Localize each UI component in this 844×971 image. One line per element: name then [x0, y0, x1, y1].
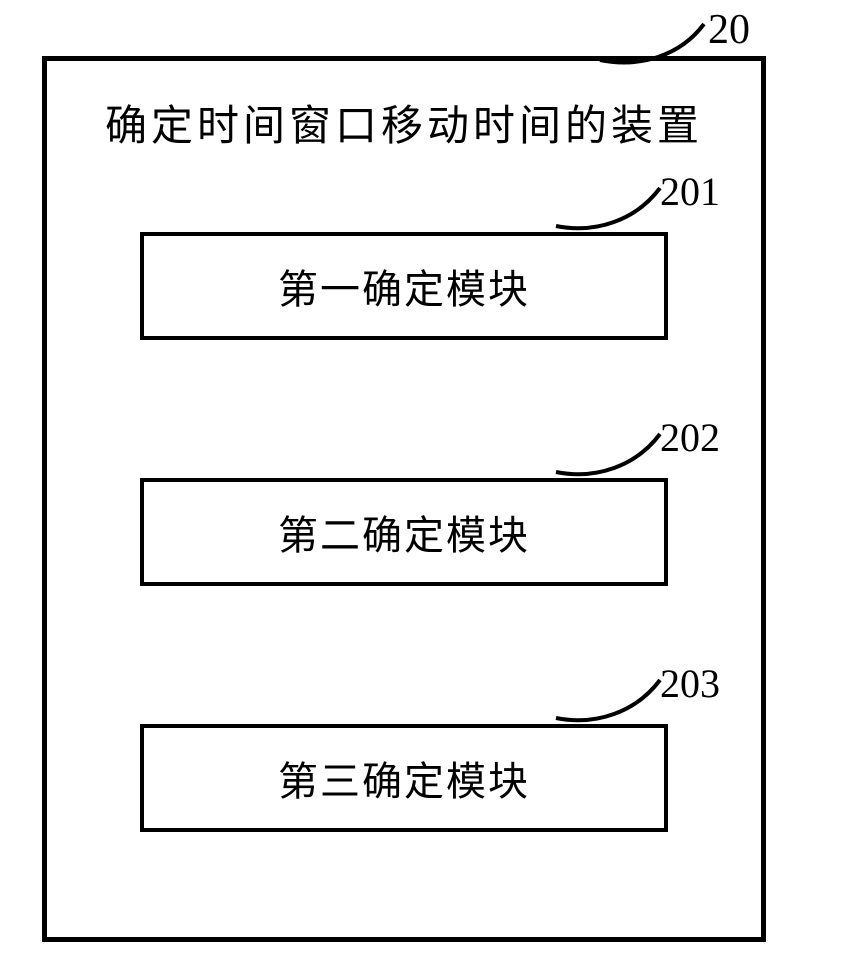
module-leader-path-1 — [556, 188, 660, 228]
module-leader-path-2 — [556, 434, 660, 474]
module-label-1: 第一确定模块 — [278, 257, 530, 315]
module-box-3: 第三确定模块 — [140, 724, 668, 832]
outer-leader-path — [600, 24, 704, 62]
module-box-1: 第一确定模块 — [140, 232, 668, 340]
module-label-2: 第二确定模块 — [278, 503, 530, 561]
module-leader-2 — [556, 426, 666, 486]
diagram-canvas: { "canvas": { "width": 844, "height": 97… — [0, 0, 844, 971]
module-label-3: 第三确定模块 — [278, 749, 530, 807]
outer-leader-curve — [600, 16, 710, 76]
module-leader-path-3 — [556, 680, 660, 720]
module-ref-label-2: 202 — [660, 414, 720, 461]
module-ref-label-3: 203 — [660, 660, 720, 707]
outer-title: 确定时间窗口移动时间的装置 — [62, 92, 746, 153]
module-ref-label-1: 201 — [660, 168, 720, 215]
outer-ref-label: 20 — [708, 6, 750, 54]
module-leader-1 — [556, 180, 666, 240]
module-leader-3 — [556, 672, 666, 732]
module-box-2: 第二确定模块 — [140, 478, 668, 586]
